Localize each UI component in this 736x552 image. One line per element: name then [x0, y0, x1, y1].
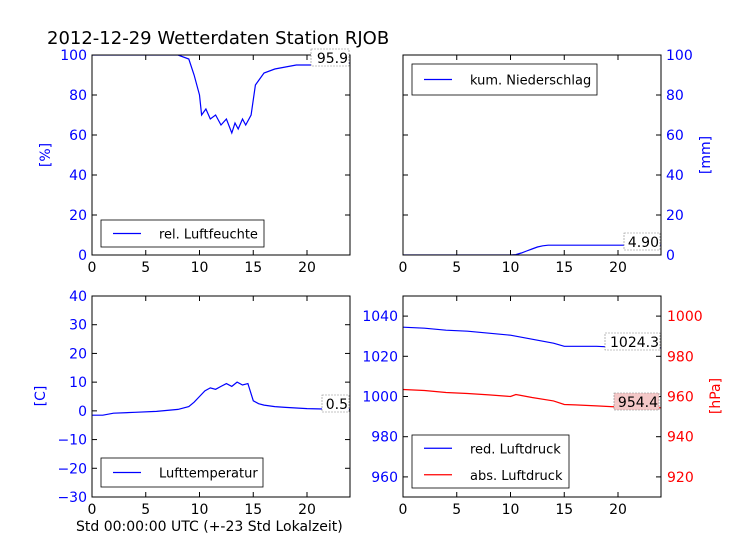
y-tick-label-right: 920: [667, 470, 694, 486]
y-tick-label: 30: [69, 318, 87, 334]
y-tick-label: 60: [666, 128, 684, 144]
value-label: 4.90: [628, 235, 659, 251]
y-tick-label: 20: [69, 208, 87, 224]
y-tick-label: −10: [57, 433, 87, 449]
value-label: 954.4: [618, 395, 658, 411]
x-tick-label: 10: [191, 260, 209, 276]
y-tick-label: 20: [666, 208, 684, 224]
x-tick-label: 10: [502, 260, 520, 276]
x-tick-label: 20: [298, 502, 316, 518]
y-tick-label: 0: [78, 404, 87, 420]
x-tick-label: 5: [141, 260, 150, 276]
chart-panel-temperature: 0 5 10 15 20 −30 −20 −10 0 10 20 30 40 [C] Lufttempera…: [33, 289, 351, 518]
value-label: 0.5: [326, 397, 348, 413]
y-tick-label: 100: [60, 48, 87, 64]
legend-label: red. Luftdruck: [470, 442, 561, 457]
y-tick-label: 960: [371, 470, 398, 486]
x-tick-label: 15: [244, 260, 262, 276]
y-tick-label-right: 940: [667, 430, 694, 446]
y-tick-label: 1000: [362, 390, 398, 406]
x-tick-label: 10: [502, 502, 520, 518]
figure-xlabel: Std 00:00:00 UTC (+-23 Std Lokalzeit): [76, 519, 343, 535]
x-tick-label: 20: [298, 260, 316, 276]
y-tick-label: 980: [371, 430, 398, 446]
value-label-box: [623, 232, 661, 251]
legend-label: abs. Luftdruck: [470, 469, 563, 484]
value-label-box: [604, 332, 661, 351]
y-tick-label: 40: [69, 168, 87, 184]
y-axis-label: [hPa]: [708, 378, 724, 414]
legend-label: Lufttemperatur: [159, 467, 258, 482]
legend-label: kum. Niederschlag: [470, 74, 591, 89]
figure-title: 2012-12-29 Wetterdaten Station RJOB: [47, 28, 389, 49]
x-tick-label: 20: [609, 502, 627, 518]
y-tick-label: 1040: [362, 309, 398, 325]
x-tick-label: 10: [191, 502, 209, 518]
y-axis-label: [%]: [38, 143, 54, 167]
x-tick-label: 15: [555, 260, 573, 276]
y-tick-label: −20: [57, 461, 87, 477]
x-tick-label: 20: [609, 260, 627, 276]
chart-panel-pressure: 0 5 10 15 20 960 980 1000 1020 1040 920 940 960 980 10…: [362, 295, 724, 518]
value-label-box: [310, 48, 350, 67]
x-tick-label: 0: [88, 502, 97, 518]
x-tick-label: 0: [399, 502, 408, 518]
y-tick-label: −30: [57, 490, 87, 506]
x-tick-label: 5: [141, 502, 150, 518]
legend-box: [411, 434, 570, 489]
x-tick-label: 0: [399, 260, 408, 276]
plot-frame: [91, 295, 351, 498]
y-axis-label: [C]: [33, 386, 49, 407]
y-tick-label: 1020: [362, 349, 398, 365]
series-line-temperature-0: [92, 381, 350, 416]
x-tick-label: 15: [244, 502, 262, 518]
x-tick-label: 15: [555, 502, 573, 518]
y-tick-label: 20: [69, 346, 87, 362]
y-tick-label: 40: [69, 289, 87, 305]
x-tick-label: 5: [452, 502, 461, 518]
y-tick-label: 0: [78, 248, 87, 264]
chart-panel-precipitation: 0 5 10 15 20 0 20 40 60 80 100 [mm] kum. Niederschla…: [399, 48, 714, 276]
y-tick-label: 100: [666, 48, 693, 64]
plot-frame: [402, 54, 662, 256]
series-line-humidity-0: [92, 55, 350, 135]
y-tick-label: 40: [666, 168, 684, 184]
chart-panel-humidity: 0 5 10 15 20 0 20 40 60 80 100 [%] rel. Luftfeuchte 9…: [38, 48, 351, 276]
value-label-box: [321, 394, 350, 413]
y-tick-label: 0: [666, 248, 675, 264]
y-tick-label: 10: [69, 375, 87, 391]
legend-label: rel. Luftfeuchte: [159, 228, 258, 243]
series-line-pressure-1: [403, 388, 661, 409]
y-tick-label: 80: [69, 88, 87, 104]
y-tick-label: 80: [666, 88, 684, 104]
x-tick-label: 0: [88, 260, 97, 276]
value-label-box: [613, 392, 660, 411]
x-tick-label: 5: [452, 260, 461, 276]
y-tick-label-right: 960: [667, 390, 694, 406]
value-label: 1024.3: [610, 335, 659, 351]
y-tick-label-right: 980: [667, 349, 694, 365]
y-axis-label: [mm]: [698, 136, 714, 174]
y-tick-label: 60: [69, 128, 87, 144]
value-label: 95.9: [317, 51, 348, 67]
y-tick-label-right: 1000: [667, 309, 703, 325]
series-line-precipitation-0: [403, 244, 661, 255]
plot-frame: [91, 54, 351, 256]
